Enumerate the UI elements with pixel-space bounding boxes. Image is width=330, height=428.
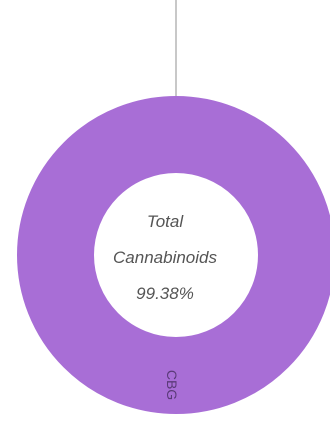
slice-label-cbg: CBG xyxy=(164,370,180,400)
donut-slices xyxy=(17,96,330,414)
donut-slice-cbg xyxy=(17,96,330,414)
donut-slice-labels: CBG xyxy=(164,370,180,400)
center-title-line-2: Cannabinoids xyxy=(113,248,217,267)
center-total-value: 99.38% xyxy=(136,284,194,303)
center-title-line-1: Total xyxy=(146,212,184,231)
